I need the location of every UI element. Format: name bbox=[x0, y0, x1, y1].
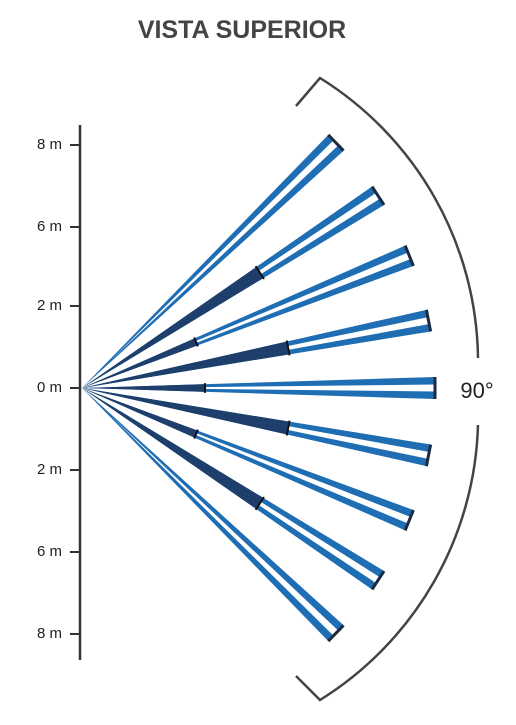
beams bbox=[82, 133, 437, 643]
beam-cap bbox=[327, 133, 345, 152]
beam-inner-cap bbox=[254, 265, 265, 280]
beam-inner bbox=[82, 266, 264, 388]
beam-inner-cap bbox=[193, 337, 199, 347]
beam-cap bbox=[424, 444, 433, 467]
axis-label: 8 m bbox=[37, 136, 62, 153]
axis-label: 6 m bbox=[37, 218, 62, 235]
beam-inner-cap bbox=[285, 340, 291, 356]
beam-inner bbox=[82, 338, 198, 388]
beam-cap bbox=[370, 570, 386, 591]
axis-label: 0 m bbox=[37, 379, 62, 396]
angle-arc bbox=[295, 424, 480, 702]
beam-inner bbox=[82, 341, 290, 388]
angle-arc bbox=[295, 76, 480, 359]
beam-cap bbox=[403, 245, 415, 267]
beam-gap bbox=[110, 139, 340, 361]
beam-inner bbox=[82, 388, 290, 435]
axis-label: 8 m bbox=[37, 625, 62, 642]
axis-label: 2 m bbox=[37, 297, 62, 314]
beam-cap bbox=[424, 309, 433, 332]
beam-inner-cap bbox=[254, 496, 265, 511]
angle-label: 90° bbox=[460, 378, 493, 403]
beam-cap bbox=[370, 185, 386, 206]
beam-cap bbox=[403, 509, 415, 531]
beam-inner bbox=[82, 388, 264, 510]
beam-inner-cap bbox=[193, 429, 199, 439]
title: VISTA SUPERIOR bbox=[138, 16, 346, 44]
axis-label: 6 m bbox=[37, 543, 62, 560]
beam-inner bbox=[82, 388, 198, 438]
beam-gap bbox=[122, 384, 436, 392]
beam-cap bbox=[327, 624, 345, 643]
axis-label: 2 m bbox=[37, 461, 62, 478]
beam-inner-cap bbox=[285, 420, 291, 436]
beam-inner bbox=[82, 384, 205, 392]
beam-gap bbox=[110, 415, 340, 637]
